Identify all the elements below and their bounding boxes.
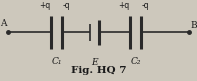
Text: Fig. HQ 7: Fig. HQ 7 [71,66,126,75]
Text: -q: -q [142,1,150,10]
Text: B: B [190,21,197,30]
Text: +q: +q [118,1,129,10]
Text: E: E [91,58,98,67]
Text: A: A [0,19,7,28]
Text: C₂: C₂ [130,57,141,66]
Text: C₁: C₁ [51,57,62,66]
Text: -q: -q [63,1,71,10]
Text: +q: +q [39,1,50,10]
